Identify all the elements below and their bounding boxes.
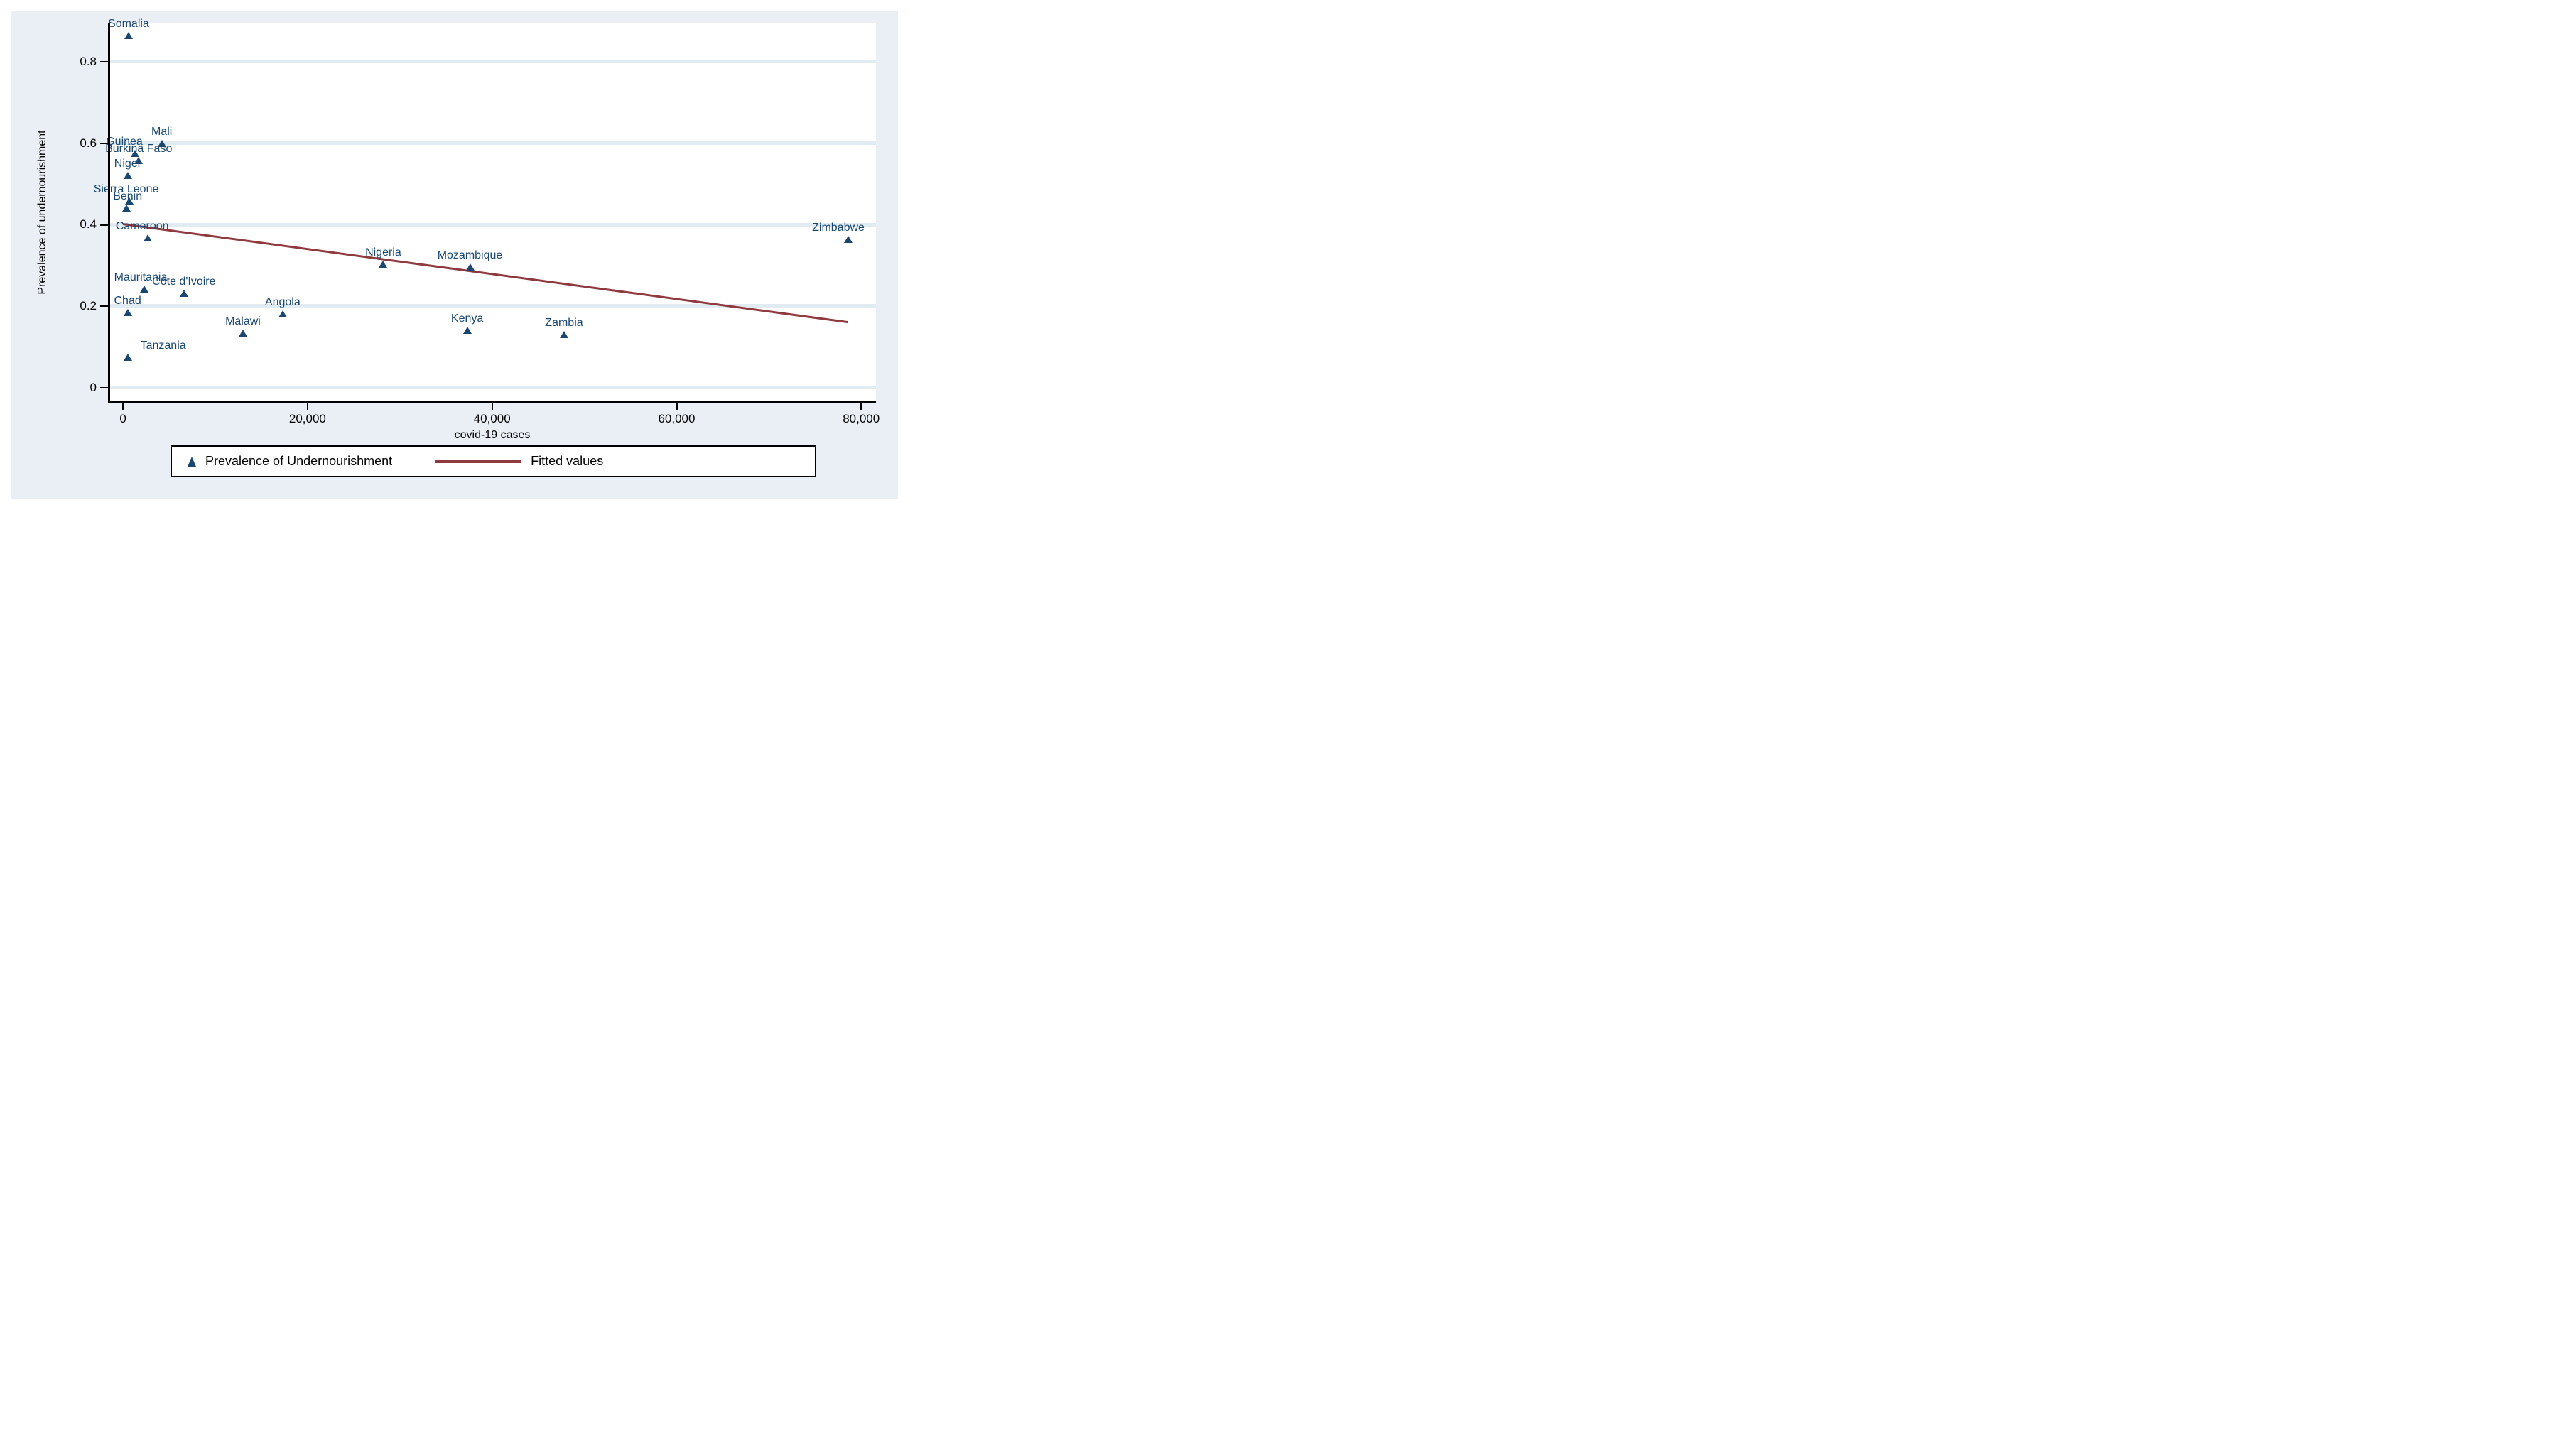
x-tick-label-0: 0 (119, 412, 126, 425)
scatter-point-burkina-faso (134, 156, 144, 164)
country-label-angola: Angola (264, 296, 301, 309)
x-tick-label-40000: 40,000 (473, 412, 511, 425)
scatter-point-mauritania (140, 285, 148, 293)
plot-area: Somalia Mali Guinea Burkina Faso Niger Sierra… (94, 18, 876, 401)
country-label-c-te-d-ivoire: Côte d'Ivoire (152, 275, 216, 288)
gridline-y-0.4 (109, 222, 876, 227)
country-label-somalia: Somalia (108, 17, 149, 30)
scatter-point-tanzania (123, 354, 132, 362)
scatter-point-cameroon (144, 234, 153, 241)
country-label-guinea: Guinea (106, 135, 143, 148)
scatter-point-zimbabwe (844, 236, 853, 244)
x-tick-label-60000: 60,000 (658, 412, 696, 425)
country-label-mauritania: Mauritania (114, 271, 168, 283)
y-tick-0.2 (100, 305, 109, 308)
x-axis-title: covid-19 cases (454, 429, 531, 441)
scatter-point-chad (123, 308, 132, 316)
x-axis-line (108, 401, 876, 403)
scatter-point-malawi (238, 329, 247, 337)
y-tick-0 (100, 386, 109, 389)
country-label-mali: Mali (151, 125, 173, 138)
country-label-zambia: Zambia (545, 317, 583, 330)
y-tick-label-0.4: 0.4 (80, 217, 97, 232)
x-tick-0 (122, 402, 124, 410)
scatter-point-guinea (131, 149, 140, 157)
x-tick-label-20000: 20,000 (288, 412, 326, 425)
scatter-point-mozambique (465, 263, 475, 271)
country-label-nigeria: Nigeria (365, 246, 401, 259)
country-label-cameroon: Cameroon (115, 219, 169, 232)
scatter-point-angola (278, 310, 287, 318)
scatter-point-nigeria (379, 260, 388, 268)
country-label-mozambique: Mozambique (437, 249, 503, 262)
y-tick-label-0: 0 (90, 380, 97, 394)
scatter-point-sierra-leone (124, 197, 134, 205)
scatter-point-c-te-d-ivoire (179, 289, 188, 297)
legend-triangle-marker-icon (188, 456, 196, 467)
legend-label-scatter: Prevalence of Undernourishment (205, 454, 393, 468)
country-label-burkina-faso: Burkina Faso (105, 142, 173, 155)
y-tick-label-0.2: 0.2 (80, 298, 97, 312)
x-tick-60000 (676, 402, 678, 410)
legend: Prevalence of Undernourishment Fitted va… (171, 445, 816, 477)
figure: Somalia Mali Guinea Burkina Faso Niger Sierra… (0, 0, 909, 511)
gridline-y-0.8 (109, 60, 876, 64)
gridline-y-0 (109, 386, 876, 390)
y-axis-title: Prevalence of undernourishment (36, 129, 48, 295)
y-axis-line (108, 23, 110, 402)
y-tick-label-0.6: 0.6 (80, 136, 97, 150)
country-label-benin: Benin (113, 190, 143, 203)
country-label-sierra-leone: Sierra Leone (93, 183, 159, 196)
y-tick-0.8 (100, 60, 109, 63)
legend-line-swatch (435, 460, 522, 463)
gridline-y-0.6 (109, 141, 876, 146)
scatter-point-benin (121, 205, 131, 212)
scatter-point-niger (123, 172, 132, 180)
country-label-kenya: Kenya (450, 312, 484, 325)
x-tick-label-80000: 80,000 (843, 412, 880, 425)
x-tick-20000 (306, 402, 309, 410)
scatter-point-somalia (124, 31, 133, 39)
y-tick-0.4 (100, 224, 109, 226)
country-label-niger: Niger (114, 158, 141, 170)
x-tick-80000 (860, 402, 862, 410)
y-tick-label-0.8: 0.8 (80, 54, 97, 68)
legend-label-fitted: Fitted values (531, 454, 604, 468)
y-tick-0.6 (100, 142, 109, 145)
country-label-chad: Chad (114, 294, 141, 307)
scatter-point-mali (157, 139, 166, 147)
country-label-malawi: Malawi (225, 315, 261, 327)
country-label-zimbabwe: Zimbabwe (812, 222, 865, 234)
country-label-tanzania: Tanzania (140, 339, 186, 352)
fitted-values-line (122, 223, 849, 324)
scatter-point-zambia (559, 331, 568, 339)
scatter-point-kenya (462, 327, 472, 335)
x-tick-40000 (491, 402, 494, 410)
gridline-y-0.2 (109, 304, 876, 308)
